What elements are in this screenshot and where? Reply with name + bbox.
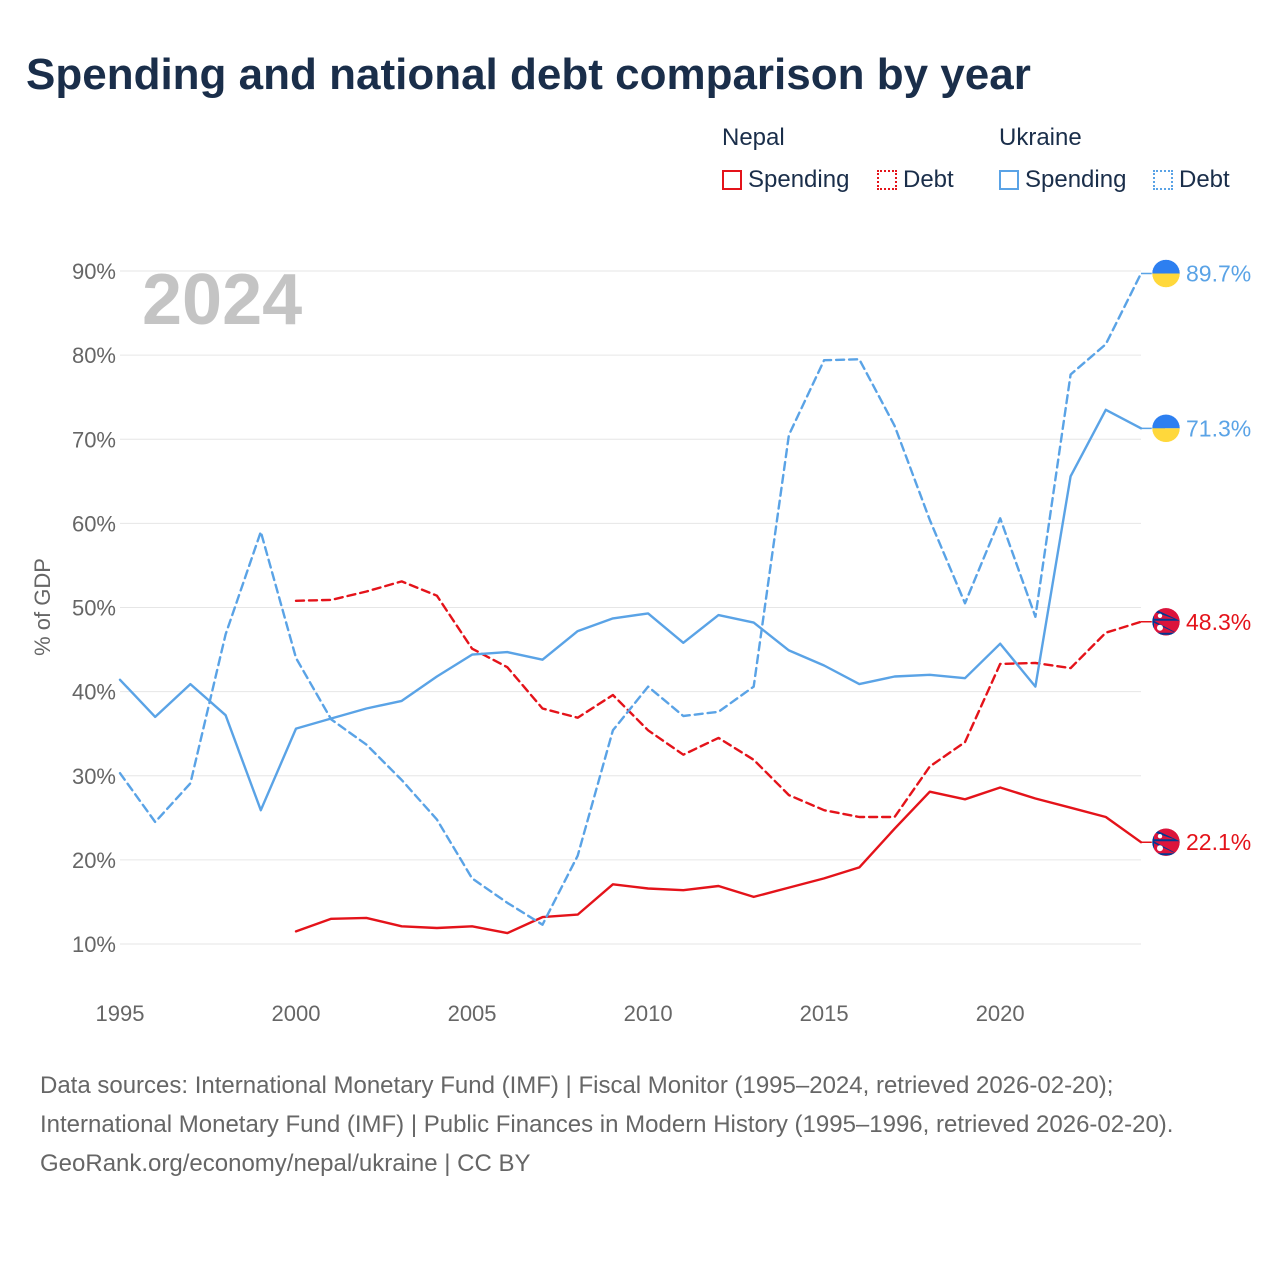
legend-swatch-ukraine-debt bbox=[1153, 170, 1173, 190]
legend-item-nepal-debt[interactable]: Debt bbox=[877, 166, 954, 194]
year-watermark: 2024 bbox=[142, 260, 302, 340]
x-tick-label: 2010 bbox=[624, 1001, 673, 1026]
legend-swatch-nepal-spending bbox=[722, 170, 742, 190]
end-value-label-ukraine-debt: 89.7% bbox=[1186, 261, 1251, 287]
line-chart: 2024 10% 20% 30% 40% 50% 60% 70% 80% 90% 1995 200… bbox=[30, 259, 1251, 1026]
flag-icon-ukraine bbox=[1151, 259, 1181, 288]
credit[interactable]: GeoRank.org/economy/nepal/ukraine | CC B… bbox=[40, 1150, 531, 1177]
footer: Data sources: International Monetary Fun… bbox=[40, 1066, 1240, 1183]
flag-outline bbox=[1151, 259, 1181, 288]
flag-icon-nepal bbox=[1151, 607, 1181, 637]
flag-clip-group bbox=[1152, 414, 1180, 443]
series-line-nepal-debt bbox=[294, 580, 1143, 819]
legend-group-ukraine: Ukraine bbox=[999, 124, 1082, 151]
end-value-label-nepal-spending: 22.1% bbox=[1186, 829, 1251, 855]
flag-outline bbox=[1151, 414, 1181, 443]
y-tick-label: 10% bbox=[72, 932, 116, 957]
y-tick-label: 90% bbox=[72, 259, 116, 284]
x-tick-label: 2000 bbox=[272, 1001, 321, 1026]
y-tick-label: 60% bbox=[72, 511, 116, 536]
y-tick-label: 20% bbox=[72, 848, 116, 873]
end-value-label-ukraine-spending: 71.3% bbox=[1186, 415, 1251, 441]
end-value-label-nepal-debt: 48.3% bbox=[1186, 609, 1251, 635]
x-tick-label: 1995 bbox=[96, 1001, 145, 1026]
legend-swatch-ukraine-spending bbox=[999, 170, 1019, 190]
flag-ukraine-blue bbox=[1152, 414, 1180, 429]
series-line-ukraine-debt bbox=[118, 272, 1143, 926]
flag-clip-group bbox=[1152, 259, 1180, 288]
series-lines bbox=[118, 272, 1143, 935]
flag-ukraine-yellow bbox=[1152, 273, 1180, 288]
legend-swatch-nepal-debt bbox=[877, 170, 897, 190]
legend-item-ukraine-spending[interactable]: Spending bbox=[999, 166, 1126, 194]
flag-outline bbox=[1151, 607, 1181, 637]
x-tick-label: 2005 bbox=[448, 1001, 497, 1026]
data-sources: Data sources: International Monetary Fun… bbox=[40, 1072, 1174, 1138]
y-tick-label: 30% bbox=[72, 764, 116, 789]
flag-clip-group bbox=[1152, 828, 1180, 857]
flag-outline bbox=[1151, 827, 1181, 857]
flag-clip-group bbox=[1152, 607, 1180, 636]
legend-label-ukraine-debt: Debt bbox=[1179, 166, 1230, 193]
flag-icon-nepal bbox=[1151, 827, 1181, 857]
legend-item-ukraine-debt[interactable]: Debt bbox=[1153, 166, 1230, 194]
legend-label-nepal-spending: Spending bbox=[748, 166, 850, 193]
x-tick-label: 2015 bbox=[800, 1001, 849, 1026]
y-axis-ticks: 10% 20% 30% 40% 50% 60% 70% 80% 90% bbox=[72, 259, 116, 957]
y-tick-label: 80% bbox=[72, 343, 116, 368]
flag-ukraine-blue bbox=[1152, 259, 1180, 274]
gridlines bbox=[120, 270, 1141, 945]
legend-label-ukraine-spending: Spending bbox=[1025, 166, 1127, 193]
flag-ukraine-yellow bbox=[1152, 428, 1180, 443]
y-axis-label: % of GDP bbox=[30, 558, 55, 656]
y-tick-label: 70% bbox=[72, 427, 116, 452]
legend-group-nepal: Nepal bbox=[722, 124, 785, 151]
y-tick-label: 40% bbox=[72, 680, 116, 705]
x-axis-ticks: 1995 2000 2005 2010 2015 2020 bbox=[96, 1001, 1025, 1026]
end-markers: 22.1% 48.3% 71.3% 89.7% bbox=[1141, 259, 1251, 857]
flag-nepal-sun bbox=[1157, 845, 1163, 852]
chart-title: Spending and national debt comparison by… bbox=[26, 50, 1031, 99]
legend-label-nepal-debt: Debt bbox=[903, 166, 954, 193]
series-line-nepal-spending bbox=[294, 786, 1143, 935]
flag-nepal-moon bbox=[1157, 613, 1163, 619]
series-line-ukraine-spending bbox=[118, 408, 1143, 812]
x-tick-label: 2020 bbox=[976, 1001, 1025, 1026]
flag-icon-ukraine bbox=[1151, 414, 1181, 443]
legend-item-nepal-spending[interactable]: Spending bbox=[722, 166, 849, 194]
flag-nepal-sun bbox=[1157, 624, 1163, 631]
flag-nepal-moon bbox=[1157, 834, 1163, 839]
y-tick-label: 50% bbox=[72, 596, 116, 621]
